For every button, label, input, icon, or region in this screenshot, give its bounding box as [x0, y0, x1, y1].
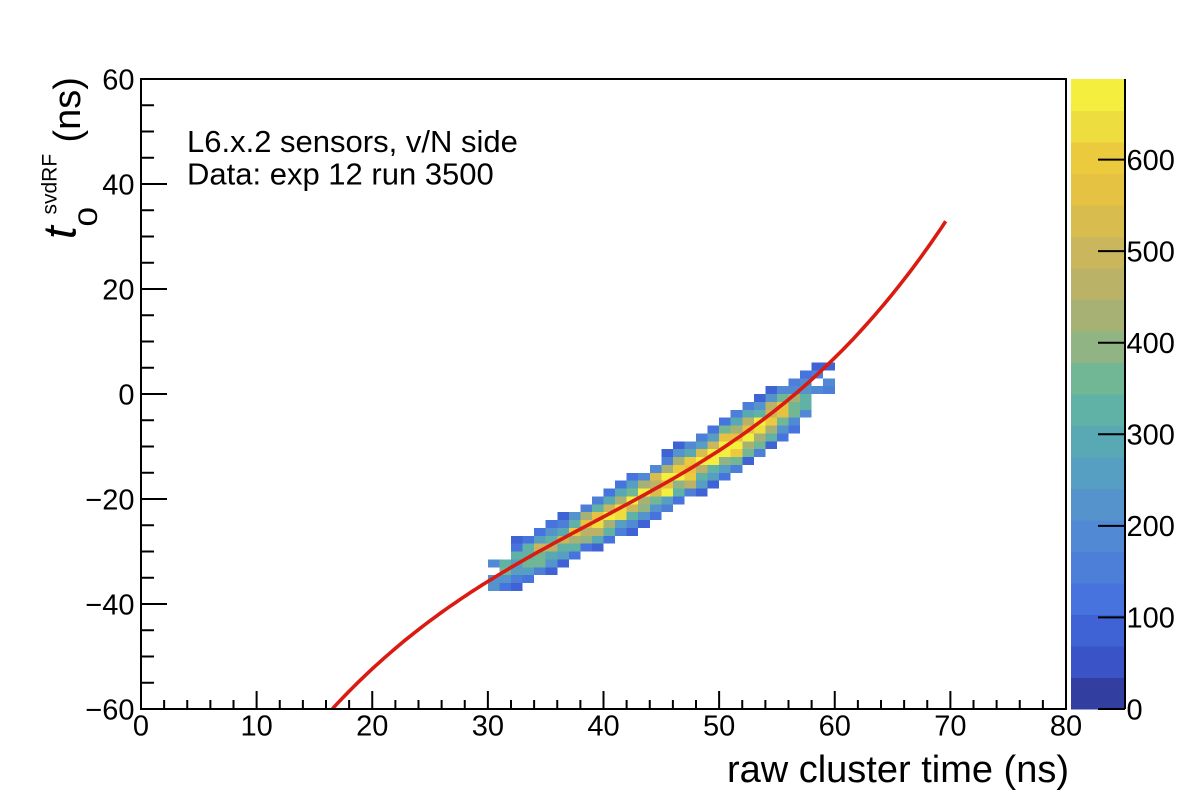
svg-text:50: 50	[703, 711, 735, 743]
svg-text:L6.x.2 sensors, v/N side: L6.x.2 sensors, v/N side	[187, 124, 518, 159]
svg-text:−20: −20	[85, 484, 134, 516]
svg-text:10: 10	[240, 711, 272, 743]
svg-text:60: 60	[102, 64, 134, 96]
svg-text:20: 20	[356, 711, 388, 743]
svg-text:40: 40	[102, 169, 134, 201]
svg-text:500: 500	[1127, 237, 1175, 269]
svg-text:100: 100	[1127, 603, 1175, 635]
svg-text:0: 0	[118, 379, 134, 411]
svg-text:Data: exp 12 run 3500: Data: exp 12 run 3500	[187, 157, 494, 192]
svg-text:30: 30	[472, 711, 504, 743]
svg-text:60: 60	[819, 711, 851, 743]
svg-text:0: 0	[73, 207, 103, 227]
svg-text:200: 200	[1127, 511, 1175, 543]
svg-text:−60: −60	[85, 694, 134, 726]
svg-text:600: 600	[1127, 145, 1175, 177]
svg-text:svdRF: svdRF	[39, 154, 62, 215]
svg-text:20: 20	[102, 274, 134, 306]
svg-text:80: 80	[1050, 711, 1082, 743]
svg-text:raw cluster time (ns): raw cluster time (ns)	[727, 749, 1069, 791]
svg-text:400: 400	[1127, 328, 1175, 360]
svg-text:40: 40	[587, 711, 619, 743]
svg-text:300: 300	[1127, 420, 1175, 452]
svg-text:0: 0	[1127, 694, 1143, 726]
svg-text:t: t	[34, 224, 86, 239]
svg-text:−40: −40	[85, 589, 134, 621]
svg-text:70: 70	[934, 711, 966, 743]
svg-text:0: 0	[133, 711, 149, 743]
svg-text:(ns): (ns)	[47, 77, 89, 142]
